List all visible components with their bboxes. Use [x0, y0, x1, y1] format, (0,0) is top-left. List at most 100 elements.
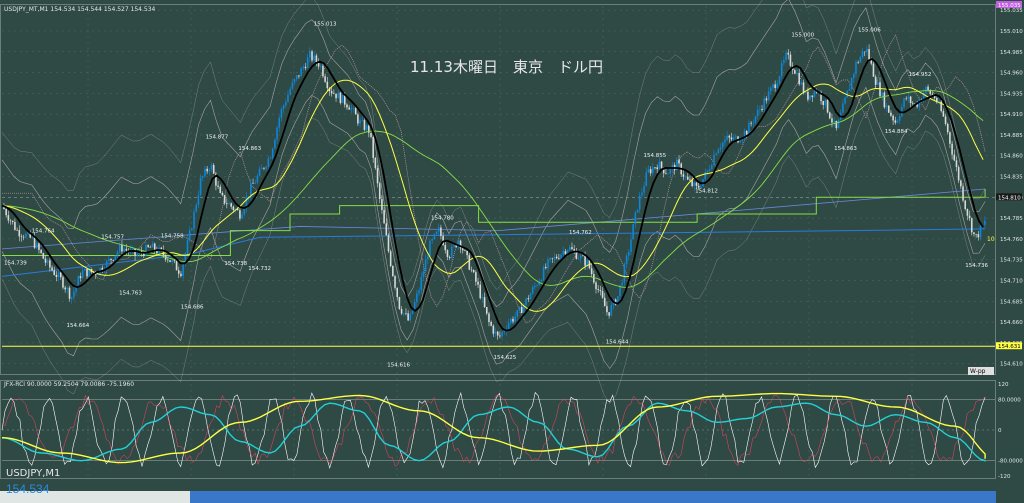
candle-body	[7, 215, 10, 221]
candle-body	[143, 252, 145, 256]
candle-body	[507, 322, 510, 330]
candle-body	[363, 120, 366, 130]
candle-body	[70, 297, 73, 299]
candle-body	[472, 270, 475, 273]
candle-body	[960, 180, 962, 187]
candle-body	[772, 84, 774, 88]
candle-body	[846, 90, 849, 98]
candle-body	[920, 99, 923, 100]
price-tag-low	[996, 342, 1022, 350]
candle-body	[953, 154, 956, 161]
candle-body	[625, 255, 628, 265]
candle-body	[466, 250, 468, 256]
candle-body	[898, 116, 901, 121]
candle-body	[518, 307, 521, 311]
ma-yellow	[1, 79, 984, 312]
y-tick-label: 154.735	[1000, 258, 1023, 264]
candle-body	[710, 165, 713, 170]
price-annotation: 154.616	[387, 363, 410, 369]
candle-body	[278, 117, 281, 128]
candle-body	[75, 285, 77, 292]
y-tick-label: 154.860	[1000, 154, 1023, 160]
price-annotation: 154.952	[909, 72, 932, 78]
rci-red-line	[1, 394, 986, 467]
candle-body	[800, 82, 803, 85]
candle-body	[416, 293, 418, 303]
candle-body	[813, 90, 816, 98]
candle-body	[492, 325, 495, 334]
candle-body	[319, 65, 322, 67]
candle-body	[859, 57, 862, 63]
candle-body	[547, 259, 549, 269]
candle-body	[802, 82, 805, 93]
candle-body	[20, 236, 23, 238]
candle-body	[241, 214, 243, 219]
candle-body	[44, 258, 47, 263]
candle-body	[51, 267, 53, 271]
candle-body	[330, 91, 333, 94]
candle-body	[689, 179, 691, 181]
candle-body	[315, 55, 318, 63]
candle-body	[949, 132, 951, 144]
candle-body	[64, 287, 66, 290]
candle-body	[922, 92, 925, 100]
candle-body	[510, 318, 512, 323]
candle-body	[804, 91, 807, 93]
candle-body	[975, 234, 977, 235]
price-annotation: 155.006	[858, 27, 881, 33]
candle-body	[350, 108, 353, 110]
candle-body	[973, 232, 975, 235]
candle-body	[55, 274, 58, 278]
candle-body	[951, 143, 953, 155]
candle-body	[49, 260, 51, 268]
candle-body	[282, 105, 285, 109]
candle-body	[204, 168, 206, 177]
candle-body	[35, 243, 38, 248]
price-tag-current-text: 154.810	[998, 195, 1021, 201]
candle-body	[894, 120, 897, 123]
symbol-label: USDJPY,M1	[6, 468, 60, 479]
price-annotation: 154.884	[885, 129, 908, 135]
candle-body	[826, 99, 829, 113]
price-annotation: 154.863	[238, 146, 261, 152]
candle-body	[481, 297, 484, 299]
candle-body	[149, 247, 152, 248]
candle-body	[311, 51, 313, 61]
candle-body	[236, 209, 239, 211]
candle-body	[221, 193, 224, 196]
candle-body	[112, 259, 115, 261]
candle-body	[785, 52, 787, 60]
candle-body	[252, 183, 254, 184]
candle-body	[564, 251, 567, 255]
candle-body	[643, 186, 645, 193]
candle-body	[828, 112, 831, 119]
candle-body	[392, 266, 394, 277]
candle-body	[874, 76, 877, 85]
candle-body	[14, 222, 16, 230]
candle-body	[783, 59, 785, 64]
candle-body	[287, 94, 289, 103]
candle-body	[269, 158, 272, 159]
candle-body	[946, 123, 949, 133]
candle-body	[217, 185, 219, 187]
candle-body	[516, 310, 519, 317]
candle-body	[284, 102, 287, 106]
candle-body	[892, 115, 894, 121]
candle-body	[451, 246, 453, 259]
candle-body	[765, 98, 768, 101]
candle-body	[376, 168, 379, 184]
candle-body	[125, 248, 128, 251]
candle-body	[459, 240, 462, 249]
candle-body	[691, 180, 693, 187]
price-tag-top	[996, 1, 1022, 8]
candle-body	[909, 96, 912, 104]
candle-body	[59, 272, 62, 278]
candle-body	[824, 99, 827, 105]
candle-body	[590, 268, 593, 275]
candle-body	[326, 81, 329, 89]
candle-body	[623, 264, 626, 283]
candle-body	[632, 224, 634, 240]
candle-body	[333, 93, 335, 95]
band-upper-outer	[1, 0, 986, 290]
